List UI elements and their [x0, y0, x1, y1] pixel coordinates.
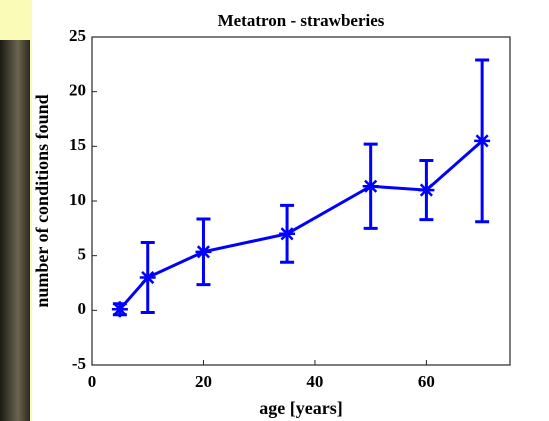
plot-area: [91, 36, 511, 366]
y-tick-label: -5: [72, 354, 86, 373]
y-tick-label: 15: [69, 135, 86, 154]
marker: [418, 182, 435, 199]
marker: [279, 225, 296, 242]
marker: [362, 178, 379, 195]
y-tick-label: 10: [69, 190, 86, 209]
marker: [474, 132, 491, 149]
marker: [195, 243, 212, 260]
y-tick-label: 0: [78, 299, 87, 318]
x-tick-label: 40: [306, 372, 323, 391]
x-tick-label: 20: [195, 372, 212, 391]
chart-title: Metatron - strawberies: [218, 11, 385, 30]
y-axis-label: number of conditions found: [32, 94, 52, 307]
y-tick-label: 20: [69, 81, 86, 100]
marker: [111, 301, 128, 318]
y-tick-label: 25: [69, 26, 86, 45]
background-photo: [0, 40, 30, 421]
x-axis-label: age [years]: [259, 398, 342, 418]
y-tick-label: 5: [78, 245, 87, 264]
x-tick-label: 0: [88, 372, 97, 391]
x-tick-label: 60: [418, 372, 435, 391]
marker: [139, 269, 156, 286]
